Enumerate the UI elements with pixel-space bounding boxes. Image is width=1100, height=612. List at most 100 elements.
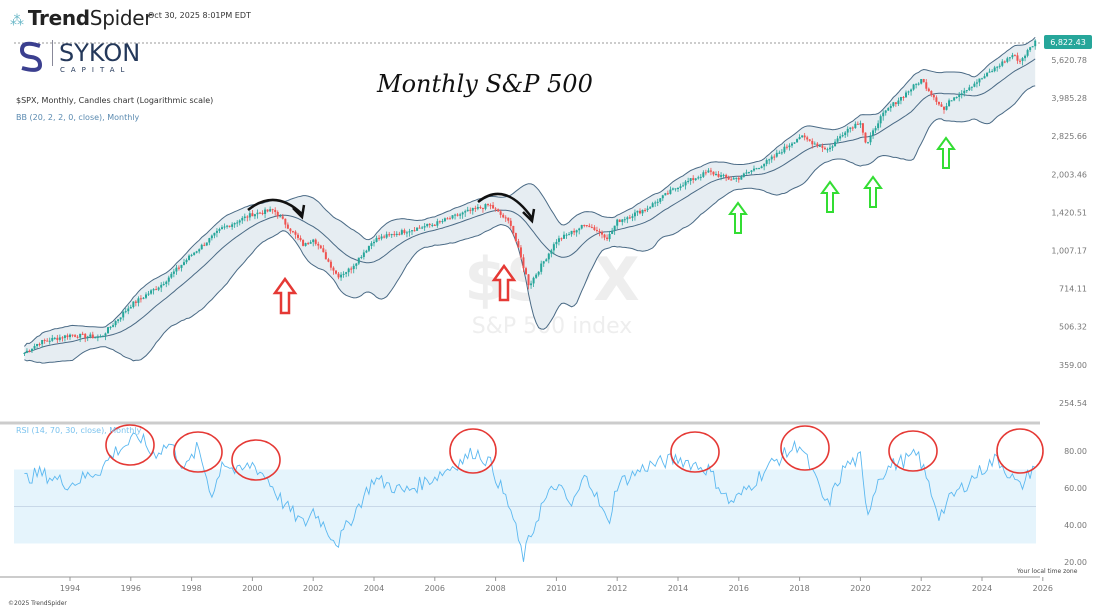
- candle-body: [996, 66, 999, 68]
- candle-body: [28, 350, 31, 352]
- candle-body: [193, 252, 196, 255]
- candle-body: [737, 177, 740, 180]
- candle: [722, 173, 725, 178]
- candle: [223, 223, 226, 230]
- candle-body: [692, 178, 695, 180]
- candle-body: [1024, 55, 1027, 59]
- candle-body: [907, 91, 910, 93]
- candle-body: [155, 289, 158, 291]
- candle-body: [393, 234, 396, 236]
- candle: [973, 81, 976, 88]
- candle-body: [38, 343, 41, 345]
- candle: [139, 295, 142, 303]
- price-tick: 3,985.28: [1051, 94, 1087, 103]
- candle: [829, 144, 831, 152]
- candle: [63, 334, 66, 342]
- candle: [385, 231, 388, 239]
- candle-body: [580, 225, 583, 229]
- candle: [408, 228, 411, 237]
- candle: [484, 203, 487, 211]
- candle: [616, 218, 619, 230]
- candle: [656, 198, 659, 207]
- candle-body: [124, 311, 127, 313]
- candle-body: [167, 277, 170, 282]
- price-tick: 714.11: [1059, 285, 1087, 294]
- candle-body: [74, 335, 77, 337]
- bb-middle: [24, 58, 1036, 354]
- candle: [436, 218, 439, 228]
- candle: [552, 242, 555, 255]
- rsi-tick: 60.00: [1064, 484, 1087, 493]
- candle-body: [927, 88, 930, 92]
- brand-light: Spider: [89, 6, 153, 30]
- candle-body: [707, 170, 710, 173]
- candle: [31, 348, 33, 354]
- candle: [818, 143, 821, 148]
- candle: [58, 334, 61, 342]
- candle: [107, 327, 109, 334]
- candle: [796, 138, 799, 143]
- chart-title: Monthly S&P 500: [377, 70, 593, 98]
- candle-body: [150, 290, 153, 294]
- candle: [664, 192, 667, 196]
- candle-body: [497, 209, 500, 212]
- candle: [872, 128, 875, 139]
- candle: [646, 205, 649, 213]
- candle-body: [727, 177, 730, 180]
- candle: [193, 251, 196, 256]
- candle-body: [487, 204, 489, 206]
- candle-body: [656, 201, 659, 203]
- candle: [150, 289, 153, 295]
- candle: [210, 234, 213, 241]
- candle: [988, 68, 991, 73]
- rsi-legend[interactable]: RSI (14, 70, 30, close), Monthly: [16, 426, 142, 435]
- candle-body: [780, 152, 783, 154]
- candle-body: [991, 71, 994, 73]
- candle: [170, 272, 173, 279]
- year-tick: 1998: [181, 584, 201, 593]
- candle: [322, 245, 325, 253]
- candle-body: [365, 250, 368, 253]
- candle-body: [593, 227, 596, 230]
- timezone-label[interactable]: Your local time zone: [1017, 568, 1078, 575]
- candle: [659, 198, 662, 204]
- candle-body: [664, 193, 667, 196]
- candle: [1021, 56, 1024, 66]
- candle: [119, 317, 122, 322]
- candle-body: [469, 209, 472, 211]
- candle-body: [299, 237, 302, 241]
- candle-body: [537, 271, 540, 275]
- candle-body: [456, 214, 459, 216]
- candle-body: [190, 254, 193, 256]
- candle-body: [253, 214, 256, 217]
- candle: [117, 319, 120, 324]
- sykon-logo-text: SYKON: [52, 40, 140, 66]
- bb-legend[interactable]: BB (20, 2, 2, 0, close), Monthly: [16, 113, 140, 122]
- candle: [945, 102, 948, 111]
- price-tick: 1,007.17: [1051, 247, 1087, 256]
- candle: [593, 225, 596, 231]
- year-tick: 2014: [668, 584, 688, 593]
- candle-body: [112, 325, 115, 327]
- candle-body: [753, 168, 755, 171]
- candle-body: [806, 137, 809, 140]
- candle: [707, 168, 710, 173]
- candle: [84, 333, 87, 343]
- candle: [844, 131, 847, 138]
- candle: [1013, 54, 1016, 57]
- candle-body: [314, 239, 317, 244]
- candle-body: [345, 272, 348, 274]
- bb-lower: [24, 85, 1036, 364]
- candle-body: [322, 248, 325, 253]
- price-tick: 1,420.51: [1051, 208, 1087, 217]
- candle-body: [104, 333, 107, 336]
- candle: [816, 142, 819, 148]
- candle-body: [530, 283, 533, 286]
- candle-body: [747, 171, 750, 173]
- candle: [801, 135, 804, 139]
- candle: [185, 258, 188, 265]
- candle-body: [626, 217, 629, 220]
- candle-body: [975, 82, 978, 84]
- candle-body: [735, 177, 738, 179]
